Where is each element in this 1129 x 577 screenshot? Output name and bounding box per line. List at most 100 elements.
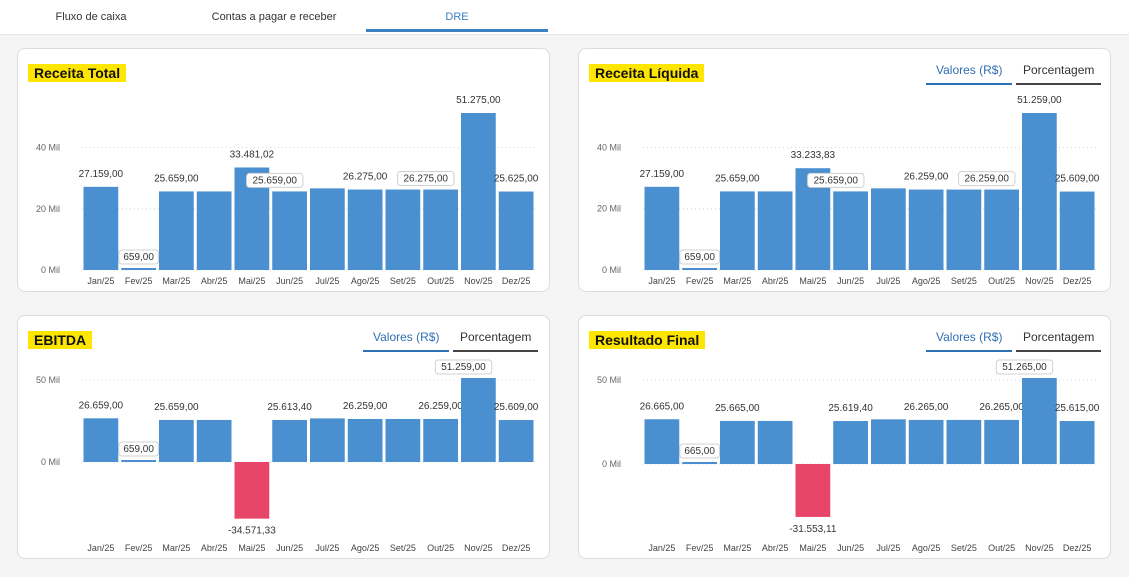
x-tick-label: Jan/25 [648, 543, 675, 553]
bar-dez-25[interactable] [1059, 421, 1095, 464]
x-tick-label: Jul/25 [876, 276, 900, 286]
bar-jan-25[interactable] [83, 418, 119, 462]
data-label-box [807, 172, 865, 188]
data-label-box [679, 249, 720, 265]
x-tick-label: Mai/25 [799, 543, 826, 553]
bar-fev-25[interactable] [682, 462, 717, 464]
bar-jul-25[interactable] [310, 418, 345, 462]
bar-out-25[interactable] [423, 189, 458, 270]
data-label: 33.481,02 [230, 149, 275, 160]
data-label: 25.665,00 [715, 403, 760, 414]
bar-out-25[interactable] [984, 189, 1019, 270]
bar-mai-25[interactable] [234, 462, 270, 519]
bar-jun-25[interactable] [833, 421, 868, 464]
x-tick-label: Set/25 [390, 276, 416, 286]
bar-nov-25[interactable] [1022, 378, 1057, 464]
bar-mar-25[interactable] [159, 419, 194, 462]
valores-toggle-button[interactable]: Valores (R$) [363, 330, 450, 352]
data-label: 25.659,00 [253, 175, 298, 186]
bar-set-25[interactable] [385, 189, 421, 270]
bar-ago-25[interactable] [908, 189, 944, 270]
bar-nov-25[interactable] [461, 113, 496, 270]
x-tick-label: Jan/25 [87, 543, 114, 553]
x-tick-label: Mai/25 [799, 276, 826, 286]
bar-mar-25[interactable] [720, 191, 755, 270]
receita-liquida-card: Receita Líquida Valores (R$) Porcentagem… [578, 48, 1111, 292]
bar-abr-25[interactable] [757, 420, 793, 464]
bar-jan-25[interactable] [644, 419, 680, 464]
tab-dre[interactable]: DRE [366, 0, 548, 32]
x-tick-label: Jun/25 [276, 543, 303, 553]
x-tick-label: Ago/25 [351, 543, 380, 553]
data-label: 26.259,00 [343, 401, 388, 412]
bar-mai-25[interactable] [795, 464, 831, 517]
x-tick-label: Nov/25 [1025, 276, 1054, 286]
bar-ago-25[interactable] [908, 419, 944, 464]
bar-dez-25[interactable] [498, 191, 534, 270]
bar-out-25[interactable] [984, 419, 1019, 464]
bar-nov-25[interactable] [1022, 113, 1057, 270]
x-tick-label: Fev/25 [125, 276, 153, 286]
data-label: 26.259,00 [965, 174, 1010, 185]
bar-fev-25[interactable] [121, 267, 156, 270]
data-label: 26.659,00 [79, 400, 124, 411]
x-tick-label: Ago/25 [912, 276, 941, 286]
x-tick-label: Out/25 [988, 276, 1015, 286]
bar-jul-25[interactable] [310, 188, 345, 270]
bar-jan-25[interactable] [644, 186, 680, 270]
x-tick-label: Dez/25 [502, 543, 531, 553]
bar-dez-25[interactable] [1059, 191, 1095, 270]
bar-ago-25[interactable] [347, 418, 383, 462]
data-label: 25.609,00 [1055, 174, 1100, 185]
porcentagem-toggle-button[interactable]: Porcentagem [1016, 330, 1102, 352]
bar-jul-25[interactable] [871, 419, 906, 464]
bar-jun-25[interactable] [833, 191, 868, 270]
bar-ago-25[interactable] [347, 189, 383, 270]
bar-dez-25[interactable] [498, 420, 534, 462]
bar-abr-25[interactable] [196, 191, 232, 270]
data-label: 659,00 [123, 252, 154, 263]
x-tick-label: Dez/25 [1063, 276, 1092, 286]
bar-jan-25[interactable] [83, 186, 119, 270]
x-tick-label: Jul/25 [876, 543, 900, 553]
bar-jul-25[interactable] [871, 188, 906, 270]
y-tick-label: 50 Mil [36, 375, 60, 385]
x-tick-label: Jun/25 [837, 276, 864, 286]
tab-fluxo-de-caixa[interactable]: Fluxo de caixa [55, 11, 127, 23]
data-label: 25.659,00 [814, 175, 859, 186]
bar-nov-25[interactable] [461, 378, 496, 462]
bar-fev-25[interactable] [682, 267, 717, 270]
porcentagem-toggle-button[interactable]: Porcentagem [453, 330, 539, 352]
bar-abr-25[interactable] [196, 419, 232, 462]
y-tick-label: 20 Mil [597, 204, 621, 214]
data-label: 51.275,00 [456, 95, 501, 106]
bar-jun-25[interactable] [272, 191, 307, 270]
bar-mar-25[interactable] [159, 191, 194, 270]
x-tick-label: Dez/25 [502, 276, 531, 286]
bar-jun-25[interactable] [272, 420, 307, 462]
x-tick-label: Mar/25 [162, 276, 190, 286]
porcentagem-toggle-button[interactable]: Porcentagem [1016, 63, 1102, 85]
x-tick-label: Jun/25 [837, 543, 864, 553]
bar-set-25[interactable] [946, 419, 982, 464]
tab-contas-a-pagar-e-receber[interactable]: Contas a pagar e receber [211, 11, 337, 23]
data-label: 659,00 [684, 252, 715, 263]
y-tick-label: 20 Mil [36, 204, 60, 214]
data-label: 26.259,00 [904, 172, 949, 183]
bar-abr-25[interactable] [757, 191, 793, 270]
receita-total-card: Receita Total 0 Mil 20 Mil 40 Mil Jan/25 27.… [17, 48, 550, 292]
data-label: 25.625,00 [494, 174, 539, 185]
y-tick-label: 40 Mil [597, 142, 621, 152]
bar-fev-25[interactable] [121, 460, 156, 462]
y-tick-label: 40 Mil [36, 143, 60, 153]
x-tick-label: Abr/25 [762, 543, 789, 553]
x-tick-label: Jan/25 [87, 276, 114, 286]
bar-set-25[interactable] [385, 418, 421, 462]
bar-out-25[interactable] [423, 418, 458, 462]
bar-mar-25[interactable] [720, 420, 755, 464]
bar-set-25[interactable] [946, 189, 982, 270]
valores-toggle-button[interactable]: Valores (R$) [926, 63, 1013, 85]
x-tick-label: Jul/25 [315, 276, 339, 286]
valores-toggle-button[interactable]: Valores (R$) [926, 330, 1013, 352]
x-tick-label: Out/25 [427, 276, 454, 286]
